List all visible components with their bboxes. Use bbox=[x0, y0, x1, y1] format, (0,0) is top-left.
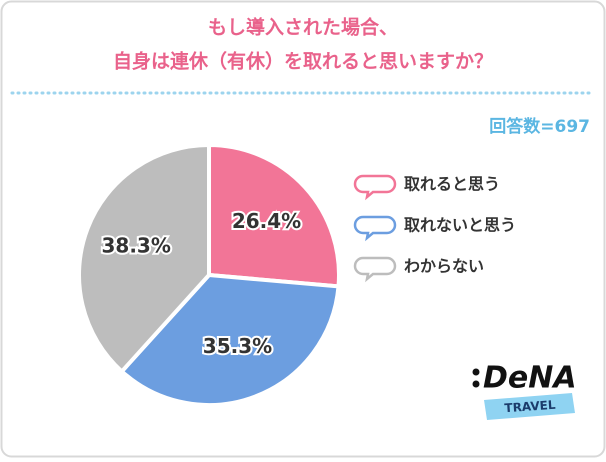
legend-icon bbox=[353, 256, 397, 283]
logo: DeNA TRAVEL bbox=[472, 361, 577, 420]
slice-label: 38.3% bbox=[102, 233, 171, 257]
logo-name: DeNA bbox=[483, 361, 577, 396]
logo-tag: TRAVEL bbox=[504, 398, 556, 416]
logo-dot bbox=[472, 380, 480, 388]
slice-label: 26.4% bbox=[232, 209, 301, 233]
legend-label: 取れると思う bbox=[404, 175, 500, 194]
logo-banner bbox=[484, 393, 575, 420]
legend-icon bbox=[353, 174, 397, 201]
annotation: 回答数=697 bbox=[489, 116, 590, 137]
pie-slice bbox=[77, 142, 211, 375]
pie-slice bbox=[207, 142, 341, 289]
logo-dot bbox=[472, 368, 480, 376]
legend-label: わからない bbox=[404, 257, 484, 276]
chart-title: もし導入された場合、 bbox=[208, 16, 398, 39]
legend-label: 取れないと思う bbox=[404, 216, 516, 235]
legend-icon bbox=[353, 215, 397, 242]
pie-slice bbox=[118, 272, 341, 407]
slice-label: 35.3% bbox=[203, 334, 272, 358]
chart-title: 自身は連休（有休）を取れると思いますか？ bbox=[113, 50, 493, 73]
